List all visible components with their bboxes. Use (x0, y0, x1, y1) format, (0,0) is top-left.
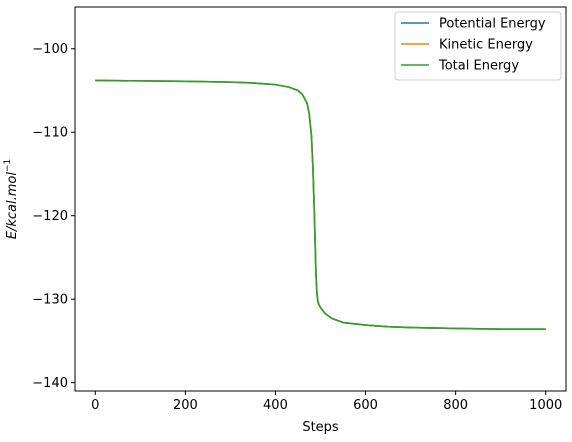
x-tick-label: 200 (173, 398, 198, 413)
legend-items: Potential Energy Kinetic Energy Total Ener… (401, 17, 546, 74)
y-axis-label-main: E/kcal.mol (5, 172, 20, 240)
legend-label-0: Potential Energy (439, 17, 546, 32)
y-tick-label: −130 (32, 293, 68, 308)
x-tick-label: 400 (263, 398, 288, 413)
y-axis-label-exponent: −1 (3, 159, 13, 172)
y-tick-label: −100 (32, 42, 68, 57)
x-axis-label: Steps (302, 420, 339, 435)
y-axis-label: E/kcal.mol−1 (3, 159, 20, 240)
x-tick-label: 0 (91, 398, 99, 413)
legend-label-2: Total Energy (438, 59, 519, 74)
series-line-2 (95, 79, 546, 331)
y-tick-label: −140 (32, 376, 68, 391)
y-axis-ticks: −100 −110 −120 −130 −140 (32, 42, 75, 391)
legend: Potential Energy Kinetic Energy Total Ener… (394, 11, 562, 81)
y-tick-label: −110 (32, 126, 68, 141)
plot-frame (74, 6, 567, 392)
series-layer (95, 79, 546, 331)
x-tick-label: 800 (443, 398, 468, 413)
x-tick-label: 1000 (529, 398, 562, 413)
legend-label-1: Kinetic Energy (439, 38, 533, 53)
y-tick-label: −120 (32, 209, 68, 224)
x-axis-ticks: 0 200 400 600 800 1000 (91, 391, 562, 413)
x-tick-label: 600 (353, 398, 378, 413)
legend-box (394, 11, 562, 81)
